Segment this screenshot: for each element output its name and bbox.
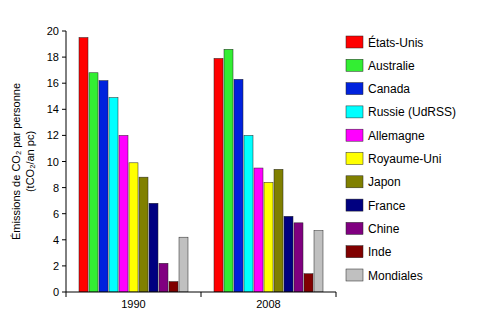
legend-swatch: [346, 153, 363, 165]
y-tick-label: 10: [47, 156, 59, 168]
legend-swatch: [346, 222, 363, 234]
bar: [274, 169, 283, 292]
y-tick: [62, 213, 66, 214]
y-tick-label: 8: [53, 182, 59, 194]
x-tick-label: 2008: [256, 298, 280, 310]
legend-label: Mondiales: [368, 269, 423, 283]
bar: [119, 135, 128, 292]
y-tick: [62, 57, 66, 58]
y-tick: [62, 83, 66, 84]
bar: [159, 263, 168, 292]
bar: [79, 38, 88, 292]
y-axis-label: Émissions de CO₂ par personne(tCO₂/an pc…: [10, 83, 36, 240]
bar: [244, 135, 253, 292]
bar: [129, 163, 138, 292]
bar: [254, 168, 263, 292]
y-tick-label: 18: [47, 51, 59, 63]
legend-swatch: [346, 36, 363, 48]
y-axis-label-line: Émissions de CO₂ par personne: [10, 83, 22, 240]
bar: [314, 231, 323, 292]
bars: [79, 38, 323, 292]
bar: [284, 216, 293, 292]
bar: [109, 98, 118, 292]
bar: [149, 203, 158, 292]
legend-swatch: [346, 106, 363, 118]
legend-label: États-Unis: [368, 35, 423, 50]
y-tick: [62, 239, 66, 240]
y-tick: [62, 109, 66, 110]
legend-swatch: [346, 269, 363, 281]
chart-container: 0 2 4 6 8 10 12 14 16 18 20 1990 2008 Émissions de CO…: [0, 0, 480, 320]
bar: [99, 81, 108, 292]
legend-label: Japon: [368, 175, 401, 189]
legend: États-Unis Australie Canada Russie (UdRSS) A…: [346, 35, 456, 283]
legend-label: Inde: [368, 245, 392, 259]
bar: [294, 223, 303, 292]
y-tick-label: 12: [47, 129, 59, 141]
legend-swatch: [346, 246, 363, 258]
y-tick: [62, 161, 66, 162]
bar: [214, 58, 223, 292]
legend-label: Russie (UdRSS): [368, 105, 456, 119]
legend-swatch: [346, 199, 363, 211]
x-tick-label: 1990: [121, 298, 145, 310]
bar: [139, 177, 148, 292]
bar: [169, 282, 178, 292]
legend-swatch: [346, 83, 363, 95]
y-tick: [62, 292, 66, 293]
legend-label: Royaume-Uni: [368, 152, 441, 166]
legend-label: Canada: [368, 82, 410, 96]
x-band-tick: [336, 292, 337, 297]
y-tick-label: 4: [53, 234, 59, 246]
y-axis-label-line: (tCO₂/an pc): [24, 131, 36, 192]
bar: [89, 73, 98, 292]
y-tick: [62, 135, 66, 136]
x-band-tick: [201, 292, 202, 297]
bar: [179, 237, 188, 292]
legend-label: Chine: [368, 222, 400, 236]
legend-swatch: [346, 176, 363, 188]
bar: [224, 49, 233, 292]
bar: [234, 79, 243, 292]
bar: [264, 182, 273, 292]
legend-swatch: [346, 129, 363, 141]
y-tick: [62, 31, 66, 32]
y-tick-label: 6: [53, 208, 59, 220]
y-tick-label: 0: [53, 286, 59, 298]
legend-swatch: [346, 59, 363, 71]
y-tick-label: 2: [53, 260, 59, 272]
legend-label: France: [368, 199, 406, 213]
bar: [304, 274, 313, 292]
y-tick: [62, 265, 66, 266]
y-tick-label: 20: [47, 25, 59, 37]
y-tick-label: 16: [47, 77, 59, 89]
y-tick: [62, 187, 66, 188]
chart-svg: 0 2 4 6 8 10 12 14 16 18 20 1990 2008 Émissions de CO…: [0, 0, 480, 320]
legend-label: Australie: [368, 59, 415, 73]
legend-label: Allemagne: [368, 129, 425, 143]
y-tick-label: 14: [47, 103, 59, 115]
x-band-tick: [66, 292, 67, 297]
